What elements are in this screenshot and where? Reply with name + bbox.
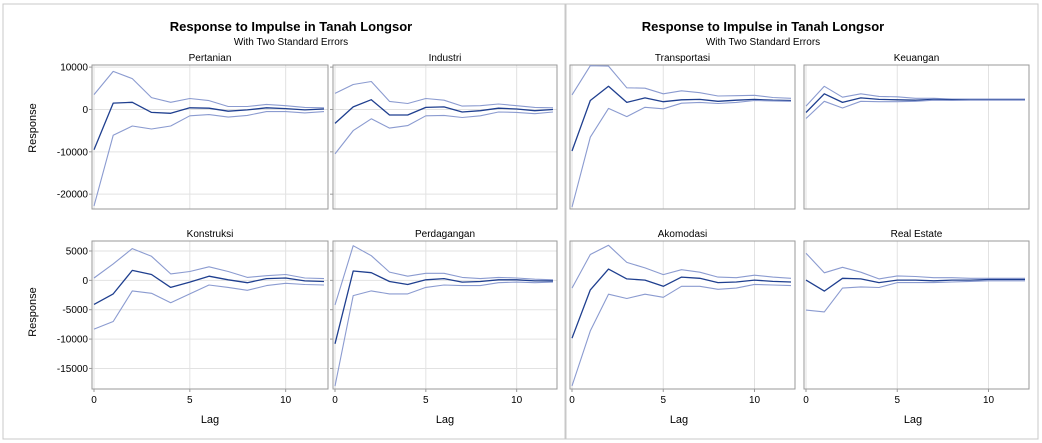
plot-frame [91, 64, 329, 210]
series-lower-line [571, 283, 792, 387]
right-figure-subtitle: With Two Standard Errors [706, 37, 820, 48]
series-upper-line [334, 245, 554, 306]
panel-transportasi: Transportasi [569, 53, 796, 210]
y-tick-label: 5000 [66, 246, 89, 257]
panel-title: Konstruksi [187, 229, 234, 240]
series-upper-line [571, 65, 792, 99]
plot-frame [569, 64, 796, 210]
series-lower-line [571, 99, 792, 208]
series-lower-line [93, 111, 325, 207]
series-lower-line [805, 280, 1025, 313]
series-response-line [805, 93, 1025, 113]
panel-title: Akomodasi [658, 229, 707, 240]
x-tick-label: 5 [660, 395, 666, 406]
panel-title: Pertanian [189, 53, 232, 64]
panel-konstruksi: Konstruksi 5000 0 -5000 -10000 -15000 0 5 10 [57, 229, 329, 406]
series-response-line [571, 268, 792, 339]
right-figure-title: Response to Impulse in Tanah Longsor [642, 19, 884, 34]
panel-perdagangan: Perdagangan 0 5 10 [330, 229, 558, 406]
series-lower-line [334, 281, 554, 387]
y-tick-label: -10000 [57, 335, 89, 346]
series-lower-line [805, 99, 1025, 119]
x-tick-label: 5 [894, 395, 900, 406]
panel-pertanian: Pertanian 10000 0 -10000 -20000 [57, 53, 329, 210]
x-axis-title-4: Lag [904, 414, 922, 426]
panel-title: Transportasi [655, 53, 710, 64]
y-tick-label: -10000 [57, 147, 89, 158]
y-tick-label: -15000 [57, 364, 89, 375]
y-axis-title-bottom: Response [27, 287, 39, 337]
plot-frame [803, 240, 1030, 390]
series-response-line [334, 99, 554, 124]
panel-real-estate: Real Estate 0 5 10 [803, 229, 1030, 406]
x-axis-title-3: Lag [670, 414, 688, 426]
plot-frame [91, 240, 329, 390]
x-tick-label: 10 [983, 395, 995, 406]
series-upper-line [93, 248, 325, 280]
panel-industri: Industri [330, 53, 558, 210]
x-tick-label: 10 [511, 395, 523, 406]
y-tick-label: 0 [82, 276, 88, 287]
panel-keuangan: Keuangan [803, 53, 1030, 210]
x-tick-label: 0 [332, 395, 338, 406]
panel-title: Industri [429, 53, 462, 64]
series-response-line [334, 270, 553, 344]
series-response-line [93, 101, 325, 150]
series-response-line [571, 85, 792, 152]
series-lower-line [334, 111, 554, 155]
series-upper-line [571, 244, 792, 289]
y-tick-label: -5000 [62, 305, 88, 316]
y-tick-label: 10000 [60, 63, 88, 74]
y-axis-title-top: Response [27, 103, 39, 153]
series-lower-line [93, 282, 325, 330]
y-tick-label: 0 [82, 105, 88, 116]
x-axis-title-2: Lag [436, 414, 454, 426]
series-upper-line [805, 85, 1025, 107]
series-response-line [805, 277, 1025, 292]
x-tick-label: 0 [569, 395, 575, 406]
plot-frame [332, 64, 558, 210]
x-tick-label: 5 [423, 395, 429, 406]
right-figure-frame [565, 3, 1039, 440]
left-figure-title: Response to Impulse in Tanah Longsor [170, 19, 412, 34]
x-tick-label: 5 [187, 395, 193, 406]
left-figure-subtitle: With Two Standard Errors [234, 37, 348, 48]
x-tick-label: 0 [91, 395, 97, 406]
x-tick-label: 10 [280, 395, 292, 406]
series-upper-line [93, 70, 325, 109]
plot-frame [569, 240, 796, 390]
panel-title: Keuangan [894, 53, 940, 64]
x-tick-label: 10 [749, 395, 761, 406]
x-axis-title-1: Lag [201, 414, 219, 426]
plot-frame [803, 64, 1030, 210]
plot-frame [332, 240, 558, 390]
series-response-line [93, 269, 325, 305]
series-upper-line [334, 80, 554, 109]
x-tick-label: 0 [803, 395, 809, 406]
panel-title: Perdagangan [415, 229, 475, 240]
left-figure-frame [2, 3, 566, 440]
series-upper-line [805, 252, 1025, 280]
panel-title: Real Estate [891, 229, 943, 240]
panel-akomodasi: Akomodasi 0 5 10 [569, 229, 796, 406]
y-tick-label: -20000 [57, 190, 89, 201]
